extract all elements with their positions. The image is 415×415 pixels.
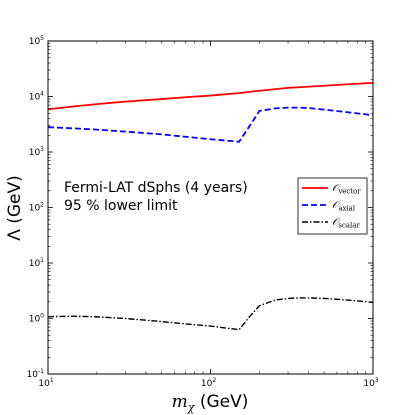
x-axis-label: mχ (GeV) <box>172 392 249 414</box>
series-line-scalar <box>47 297 374 331</box>
legend-label-vector: 𝒪vector <box>332 183 361 196</box>
x-tick-label: 103 <box>363 377 378 389</box>
x-tick-label: 102 <box>201 377 216 389</box>
series-line-axial <box>47 106 374 143</box>
y-tick-label: 105 <box>29 35 44 47</box>
legend-label-axial: 𝒪axial <box>332 200 356 213</box>
annotation-line-1: Fermi-LAT dSphs (4 years) <box>64 180 248 196</box>
x-tick-label: 101 <box>38 377 53 389</box>
legend-label-scalar: 𝒪scalar <box>332 217 360 230</box>
series-line-vector <box>47 81 374 111</box>
y-tick-label: 101 <box>29 257 44 269</box>
series-layer <box>47 81 374 331</box>
y-axis-label: Λ (GeV) <box>5 175 25 241</box>
y-tick-label: 104 <box>29 91 44 103</box>
tick-layer: 101 102 103 10-1 100 101 102 103 104 105 <box>27 35 379 389</box>
y-tick-label: 103 <box>29 146 44 158</box>
y-tick-label: 10-1 <box>27 368 45 380</box>
legend: 𝒪vector 𝒪axial 𝒪scalar <box>297 177 368 235</box>
y-tick-label: 100 <box>29 313 44 325</box>
y-tick-label: 102 <box>29 202 44 214</box>
annotation-line-2: 95 % lower limit <box>64 198 178 214</box>
